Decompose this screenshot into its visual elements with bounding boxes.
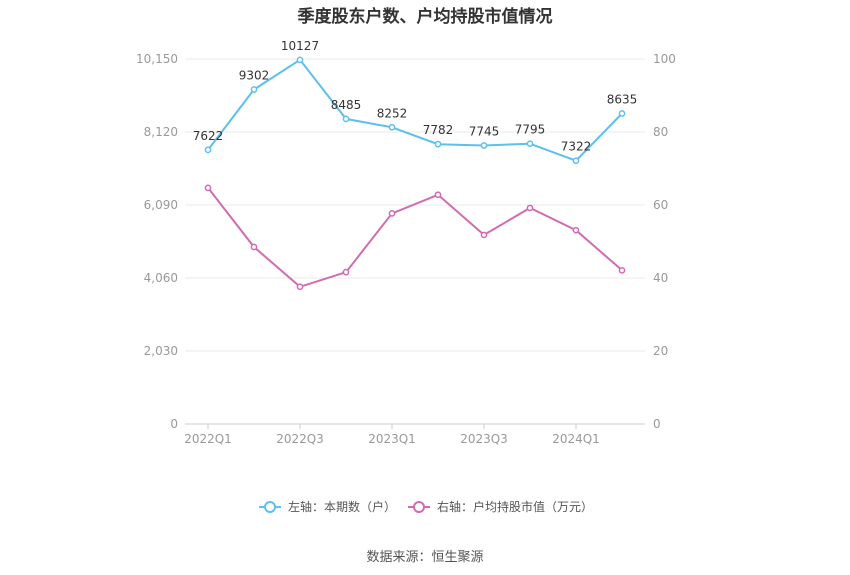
data-point [342, 115, 350, 123]
data-point [204, 184, 212, 192]
series [204, 56, 626, 291]
data-label: 7622 [193, 129, 224, 143]
data-point [572, 226, 580, 234]
legend-label: 右轴：户均持股市值（万元） [437, 499, 593, 514]
y-right-tick-label: 40 [653, 271, 668, 285]
data-labels: 7622 9302 10127 8485 8252 7782 7745 7795 7322 863… [193, 39, 638, 154]
data-label: 8252 [377, 106, 408, 120]
y-right-tick-label: 60 [653, 198, 668, 212]
data-label: 8485 [331, 98, 362, 112]
data-point [342, 268, 350, 276]
axes: 0 0 2,030 20 4,060 40 6,090 60 8,120 80 10,150 100 2… [136, 52, 676, 446]
data-source: 数据来源：恒生聚源 [366, 550, 484, 565]
chart-title: 季度股东户数、户均持股市值情况 [297, 7, 553, 27]
data-point [434, 140, 442, 148]
series-line [207, 58, 623, 162]
series-line [207, 187, 623, 288]
data-point [572, 157, 580, 165]
x-tick-label: 2024Q1 [552, 432, 600, 446]
data-point [250, 86, 258, 93]
data-point [434, 191, 442, 199]
data-label: 9302 [239, 68, 270, 82]
legend: 左轴：本期数（户） 右轴：户均持股市值（万元） [259, 499, 593, 514]
legend-marker [413, 501, 425, 513]
y-left-tick-label: 10,150 [136, 52, 178, 66]
data-label: 7795 [515, 123, 546, 137]
data-point [480, 142, 488, 149]
data-point [526, 204, 534, 212]
data-point [250, 243, 258, 251]
data-point [296, 283, 304, 291]
data-point [296, 56, 304, 64]
data-point [388, 210, 396, 217]
data-label: 10127 [281, 39, 319, 53]
y-right-tick-label: 100 [653, 52, 676, 66]
x-tick-label: 2023Q1 [368, 432, 416, 446]
x-tick-label: 2022Q3 [276, 432, 324, 446]
data-point [526, 140, 534, 148]
data-label: 8635 [607, 92, 638, 106]
legend-marker [264, 501, 276, 513]
data-label: 7322 [561, 140, 592, 154]
y-right-tick-label: 0 [653, 417, 661, 431]
y-left-tick-label: 2,030 [144, 344, 178, 358]
y-left-tick-label: 6,090 [144, 198, 178, 212]
data-label: 7745 [469, 124, 500, 138]
y-left-tick-label: 0 [170, 417, 178, 431]
data-label: 7782 [423, 123, 454, 137]
legend-label: 左轴：本期数（户） [288, 499, 396, 514]
x-tick-label: 2023Q3 [460, 432, 508, 446]
y-right-tick-label: 20 [653, 344, 668, 358]
y-left-tick-label: 4,060 [144, 271, 178, 285]
x-tick-label: 2022Q1 [184, 432, 232, 446]
data-point [480, 231, 488, 239]
data-point [204, 146, 212, 154]
y-right-tick-label: 80 [653, 125, 668, 139]
data-point [618, 110, 626, 117]
data-point [388, 123, 396, 131]
y-left-tick-label: 8,120 [144, 125, 178, 139]
data-point [618, 266, 626, 274]
